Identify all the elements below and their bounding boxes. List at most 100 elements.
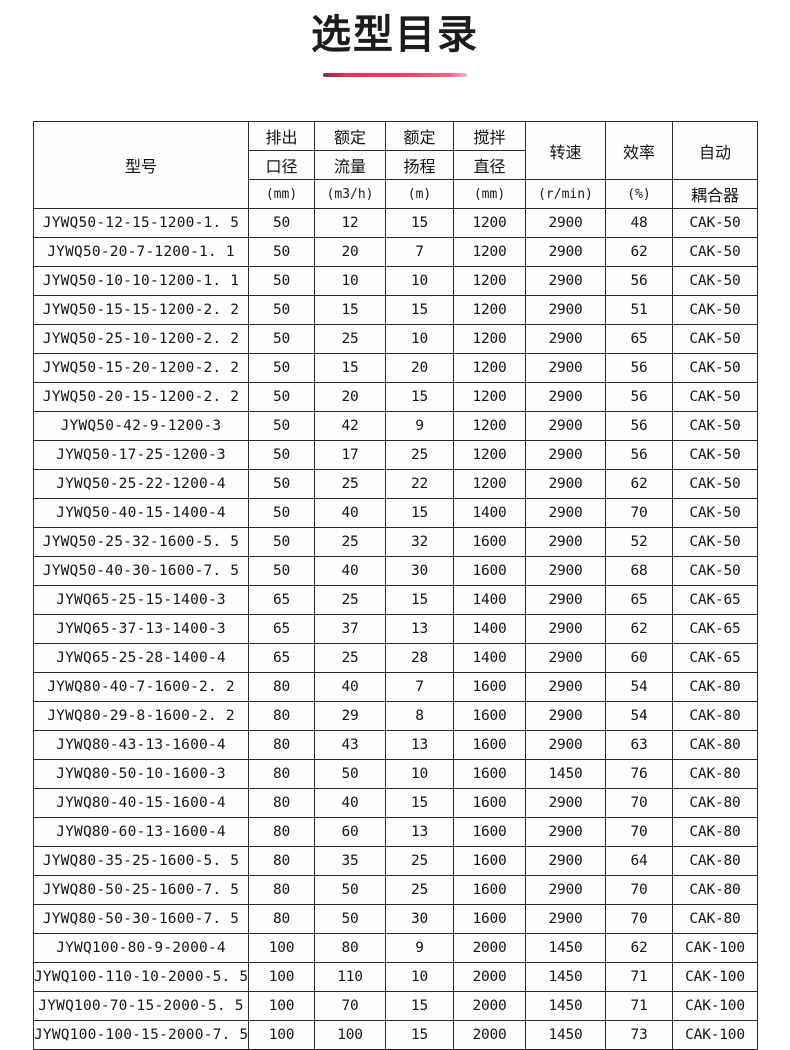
- cell-model: JYWQ80-60-13-1600-4: [33, 817, 249, 847]
- header-flow-line1: 额定: [314, 121, 386, 151]
- header-auto-coupling-unit: 耦合器: [672, 179, 758, 209]
- cell-efficiency: 54: [605, 701, 673, 731]
- cell-stir: 1200: [453, 295, 526, 325]
- table-row: JYWQ50-25-10-1200-2. 2 50 25 10 1200 2900 65 CA…: [33, 324, 758, 354]
- cell-model: JYWQ50-20-15-1200-2. 2: [33, 382, 249, 412]
- cell-flow: 25: [314, 643, 386, 673]
- cell-head: 15: [385, 991, 454, 1021]
- selection-catalog-page: 选型目录 型号 排出 额定 额定 搅拌 转速 效率 自动: [33, 12, 758, 1050]
- cell-speed: 2900: [525, 643, 606, 673]
- cell-efficiency: 65: [605, 585, 673, 615]
- cell-efficiency: 56: [605, 353, 673, 383]
- cell-bore: 50: [248, 411, 315, 441]
- cell-speed: 2900: [525, 382, 606, 412]
- cell-model: JYWQ65-37-13-1400-3: [33, 614, 249, 644]
- cell-head: 15: [385, 585, 454, 615]
- table-row: JYWQ50-12-15-1200-1. 5 50 12 15 1200 2900 48 CA…: [33, 208, 758, 238]
- cell-auto-coupling: CAK-80: [672, 672, 758, 702]
- table-row: JYWQ80-50-25-1600-7. 5 80 50 25 1600 2900 70 CA…: [33, 875, 758, 905]
- cell-head: 13: [385, 817, 454, 847]
- cell-efficiency: 62: [605, 237, 673, 267]
- cell-bore: 50: [248, 266, 315, 296]
- cell-auto-coupling: CAK-65: [672, 614, 758, 644]
- cell-efficiency: 54: [605, 672, 673, 702]
- header-model: 型号: [33, 121, 249, 209]
- cell-bore: 50: [248, 324, 315, 354]
- cell-head: 25: [385, 440, 454, 470]
- table-row: JYWQ100-80-9-2000-4 100 80 9 2000 1450 62 CAK-1…: [33, 933, 758, 963]
- cell-stir: 1200: [453, 469, 526, 499]
- cell-model: JYWQ50-25-10-1200-2. 2: [33, 324, 249, 354]
- cell-flow: 10: [314, 266, 386, 296]
- table-row: JYWQ80-35-25-1600-5. 5 80 35 25 1600 2900 64 CA…: [33, 846, 758, 876]
- cell-head: 28: [385, 643, 454, 673]
- cell-bore: 80: [248, 672, 315, 702]
- cell-stir: 1600: [453, 556, 526, 586]
- cell-auto-coupling: CAK-50: [672, 498, 758, 528]
- cell-auto-coupling: CAK-80: [672, 730, 758, 760]
- cell-stir: 1200: [453, 411, 526, 441]
- cell-model: JYWQ50-40-30-1600-7. 5: [33, 556, 249, 586]
- cell-speed: 2900: [525, 730, 606, 760]
- cell-flow: 25: [314, 324, 386, 354]
- cell-stir: 1200: [453, 208, 526, 238]
- cell-head: 20: [385, 353, 454, 383]
- header-bore-line2: 口径: [248, 150, 315, 180]
- cell-head: 7: [385, 237, 454, 267]
- cell-bore: 65: [248, 643, 315, 673]
- cell-speed: 2900: [525, 324, 606, 354]
- cell-model: JYWQ100-110-10-2000-5. 5: [33, 962, 249, 992]
- cell-head: 15: [385, 382, 454, 412]
- cell-stir: 2000: [453, 962, 526, 992]
- header-efficiency: 效率: [605, 121, 673, 180]
- table-row: JYWQ100-70-15-2000-5. 5 100 70 15 2000 1450 71…: [33, 991, 758, 1021]
- cell-efficiency: 62: [605, 469, 673, 499]
- cell-speed: 2900: [525, 353, 606, 383]
- cell-bore: 50: [248, 382, 315, 412]
- cell-model: JYWQ80-35-25-1600-5. 5: [33, 846, 249, 876]
- table-row: JYWQ65-37-13-1400-3 65 37 13 1400 2900 62 CAK-6…: [33, 614, 758, 644]
- cell-flow: 80: [314, 933, 386, 963]
- cell-flow: 37: [314, 614, 386, 644]
- cell-stir: 1600: [453, 672, 526, 702]
- cell-flow: 40: [314, 788, 386, 818]
- cell-bore: 65: [248, 585, 315, 615]
- cell-flow: 15: [314, 295, 386, 325]
- cell-flow: 15: [314, 353, 386, 383]
- cell-stir: 1200: [453, 382, 526, 412]
- cell-bore: 80: [248, 788, 315, 818]
- cell-bore: 50: [248, 208, 315, 238]
- cell-head: 8: [385, 701, 454, 731]
- cell-head: 15: [385, 208, 454, 238]
- table-row: JYWQ100-100-15-2000-7. 5 100 100 15 2000 1450…: [33, 1020, 758, 1050]
- cell-flow: 25: [314, 527, 386, 557]
- cell-efficiency: 70: [605, 875, 673, 905]
- cell-stir: 1600: [453, 788, 526, 818]
- cell-flow: 70: [314, 991, 386, 1021]
- cell-auto-coupling: CAK-50: [672, 411, 758, 441]
- cell-flow: 110: [314, 962, 386, 992]
- cell-efficiency: 56: [605, 411, 673, 441]
- cell-efficiency: 52: [605, 527, 673, 557]
- cell-efficiency: 76: [605, 759, 673, 789]
- cell-bore: 80: [248, 817, 315, 847]
- cell-speed: 2900: [525, 875, 606, 905]
- cell-speed: 2900: [525, 498, 606, 528]
- table-row: JYWQ50-15-20-1200-2. 2 50 15 20 1200 2900 56 CA…: [33, 353, 758, 383]
- cell-stir: 1400: [453, 643, 526, 673]
- cell-speed: 2900: [525, 208, 606, 238]
- header-head-line2: 扬程: [385, 150, 454, 180]
- table-row: JYWQ50-10-10-1200-1. 1 50 10 10 1200 2900 56 CA…: [33, 266, 758, 296]
- table-row: JYWQ50-25-22-1200-4 50 25 22 1200 2900 62 CAK-5…: [33, 469, 758, 499]
- cell-auto-coupling: CAK-80: [672, 904, 758, 934]
- cell-speed: 2900: [525, 904, 606, 934]
- cell-speed: 2900: [525, 672, 606, 702]
- table-row: JYWQ80-50-10-1600-3 80 50 10 1600 1450 76 CAK-8…: [33, 759, 758, 789]
- cell-speed: 2900: [525, 614, 606, 644]
- cell-bore: 50: [248, 469, 315, 499]
- table-body: JYWQ50-12-15-1200-1. 5 50 12 15 1200 2900 48 CA…: [33, 208, 758, 1050]
- cell-stir: 1400: [453, 585, 526, 615]
- cell-stir: 1200: [453, 324, 526, 354]
- cell-speed: 1450: [525, 991, 606, 1021]
- header-flow-line2: 流量: [314, 150, 386, 180]
